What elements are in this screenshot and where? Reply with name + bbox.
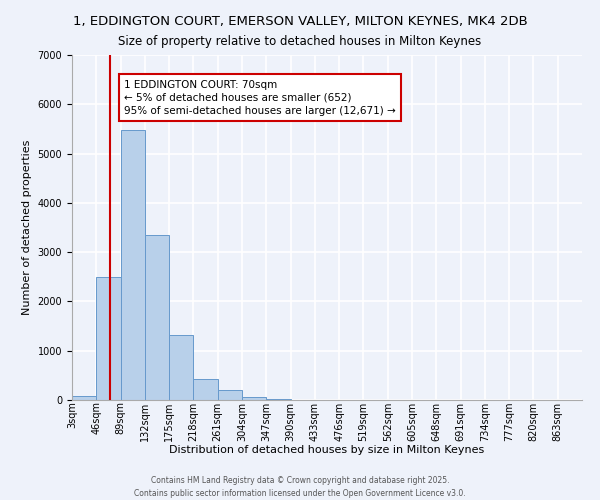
- Text: 1, EDDINGTON COURT, EMERSON VALLEY, MILTON KEYNES, MK4 2DB: 1, EDDINGTON COURT, EMERSON VALLEY, MILT…: [73, 15, 527, 28]
- Bar: [169, 335, 193, 400]
- Bar: [72, 396, 96, 400]
- Bar: [96, 277, 121, 400]
- Bar: [218, 390, 242, 400]
- Bar: [266, 398, 290, 400]
- Text: 1 EDDINGTON COURT: 70sqm
← 5% of detached houses are smaller (652)
95% of semi-d: 1 EDDINGTON COURT: 70sqm ← 5% of detache…: [124, 80, 396, 116]
- Text: Size of property relative to detached houses in Milton Keynes: Size of property relative to detached ho…: [118, 35, 482, 48]
- X-axis label: Distribution of detached houses by size in Milton Keynes: Distribution of detached houses by size …: [169, 445, 485, 455]
- Bar: [193, 380, 218, 400]
- Text: Contains HM Land Registry data © Crown copyright and database right 2025.
Contai: Contains HM Land Registry data © Crown c…: [134, 476, 466, 498]
- Bar: [121, 130, 145, 400]
- Bar: [242, 396, 266, 400]
- Y-axis label: Number of detached properties: Number of detached properties: [22, 140, 32, 315]
- Bar: [145, 235, 169, 400]
